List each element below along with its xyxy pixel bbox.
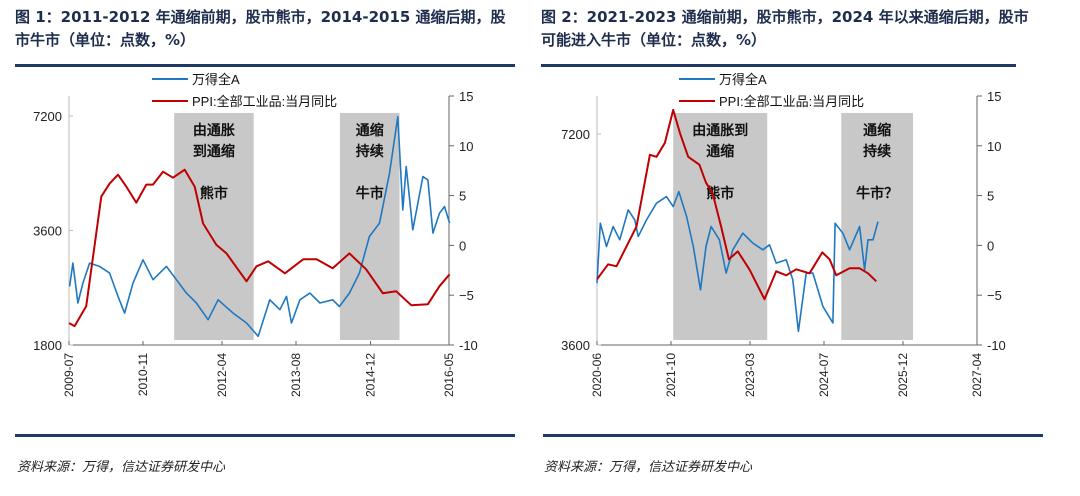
right-y-tick-label: −5 [987, 288, 1002, 303]
legend-label: PPI:全部工业品:当月同比 [719, 94, 864, 109]
legend-label: PPI:全部工业品:当月同比 [192, 94, 337, 109]
left-y-tick-label: 3600 [561, 338, 590, 353]
left-y-tick-label: 7200 [561, 127, 590, 142]
right-y-tick-label: 5 [987, 189, 994, 204]
x-tick-label: 2027-04 [970, 353, 984, 397]
x-tick-label: 2023-03 [743, 353, 757, 397]
shaded-annotation: 到通缩 [193, 143, 235, 159]
shaded-annotation: 牛市 [356, 185, 384, 201]
shaded-period-1 [174, 112, 254, 341]
chart-2-title: 图 2：2021-2023 通缩前期，股市熊市，2024 年以来通缩后期，股市可… [541, 8, 1029, 49]
ppi-line [596, 108, 877, 301]
shaded-period-2 [339, 112, 400, 341]
shaded-annotation: 持续 [863, 143, 891, 159]
x-tick-label: 2016-05 [442, 353, 456, 397]
left-y-tick-label: 1800 [33, 338, 62, 353]
right-y-tick-label: 0 [987, 238, 994, 253]
right-y-tick-label: 10 [987, 139, 1001, 154]
source-note-1: 资料来源：万得，信达证券研发中心 [17, 460, 226, 475]
shaded-annotation: 由通胀到 [692, 122, 748, 138]
bottom-rule-2 [543, 434, 1043, 437]
ppi-line [68, 168, 451, 328]
x-tick-label: 2024-07 [817, 353, 831, 397]
right-y-tick-label: -10 [987, 338, 1006, 353]
x-tick-label: 2020-06 [590, 353, 604, 397]
legend-label: 万得全A [719, 72, 767, 87]
shaded-annotation: 熊市 [200, 185, 228, 201]
shaded-annotation: 通缩 [706, 143, 734, 159]
x-tick-label: 2021-10 [664, 353, 678, 397]
x-tick-label: 2010-11 [136, 353, 150, 396]
x-tick-label: 2012-04 [215, 353, 229, 397]
legend-label: 万得全A [192, 72, 240, 87]
left-y-tick-label: 7200 [33, 109, 62, 124]
source-note-2: 资料来源：万得，信达证券研发中心 [544, 460, 753, 475]
shaded-annotation: 持续 [356, 143, 384, 159]
shaded-annotation: 由通胀 [193, 122, 235, 138]
shaded-annotation: 牛市？ [856, 185, 898, 201]
right-y-tick-label: 15 [459, 89, 473, 104]
shaded-annotation: 通缩 [356, 122, 384, 138]
right-y-tick-label: 5 [459, 189, 466, 204]
chart-1-title: 图 1：2011-2012 年通缩前期，股市熊市，2014-2015 通缩后期，… [15, 8, 506, 49]
right-y-tick-label: 15 [987, 89, 1001, 104]
right-y-tick-label: 0 [459, 238, 466, 253]
right-y-tick-label: −5 [459, 288, 474, 303]
shaded-annotation: 通缩 [863, 122, 891, 138]
top-rule-1 [15, 64, 515, 67]
bottom-rule-1 [15, 434, 515, 437]
x-tick-label: 2014-12 [364, 353, 378, 397]
x-tick-label: 2009-07 [62, 353, 76, 397]
left-y-tick-label: 3600 [33, 224, 62, 239]
shaded-annotation: 熊市 [706, 185, 734, 201]
top-rule-2 [541, 64, 1016, 67]
x-tick-label: 2013-08 [289, 353, 303, 397]
right-y-tick-label: 10 [459, 139, 473, 154]
right-y-tick-label: -10 [459, 338, 478, 353]
wind-all-a-line [68, 115, 451, 338]
wind-all-a-line [596, 190, 879, 333]
x-tick-label: 2025-12 [896, 353, 910, 397]
